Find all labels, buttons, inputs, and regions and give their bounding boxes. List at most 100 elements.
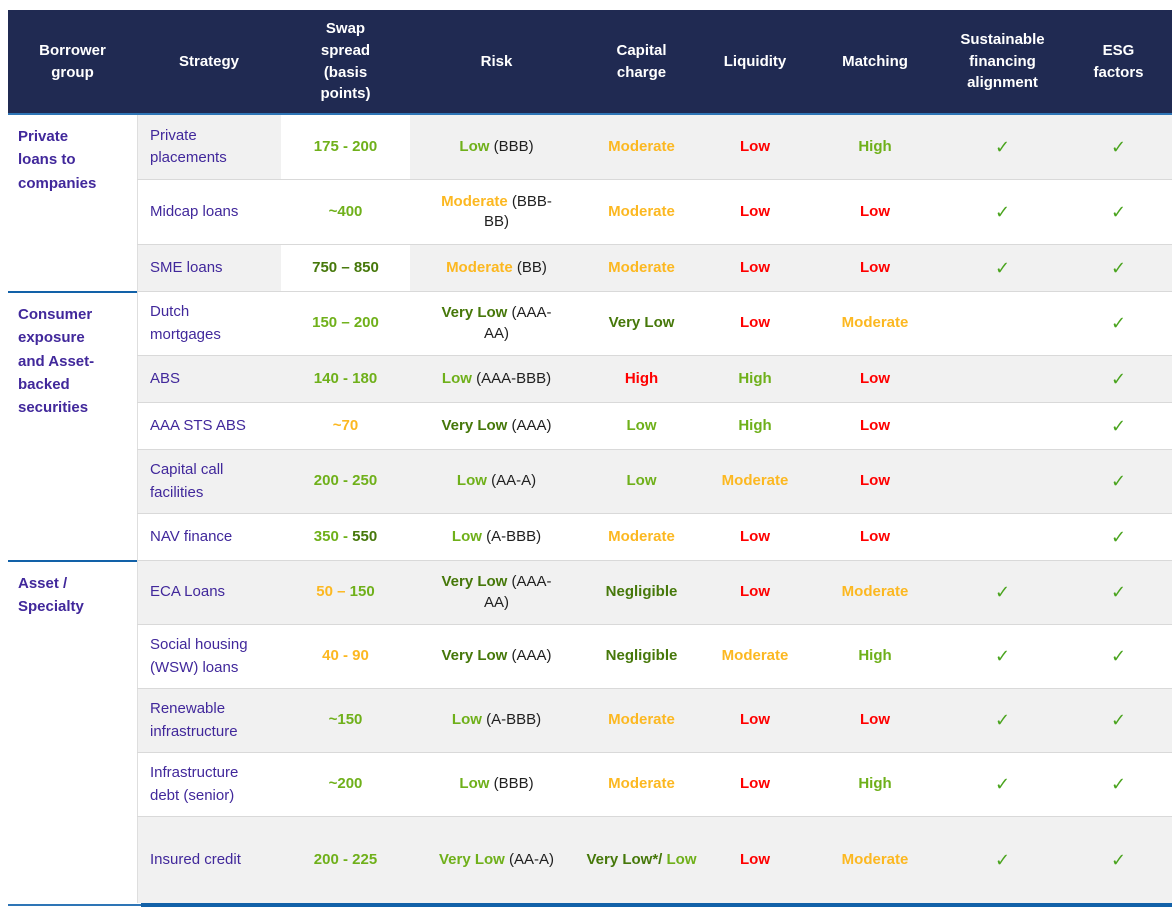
matching-cell: Low [810, 514, 940, 560]
table-row: ECA Loans 50 – 150 Very Low (AAA-AA) Neglig… [137, 561, 1172, 624]
table-row: Midcap loans ~400 Moderate (BBB-BB) Moderat… [137, 179, 1172, 244]
table-row: Private placements 175 - 200 Low (BBB) Mode… [137, 115, 1172, 179]
swap-spread-cell: 350 - 550 [281, 514, 410, 560]
borrower-group-label: Consumer exposure and Asset-backed secur… [8, 291, 137, 560]
table-row: AAA STS ABS ~70 Very Low (AAA) Low High Low ✓ [137, 402, 1172, 449]
strategy-cell: ABS [137, 356, 281, 402]
capital-charge-cell: Moderate [583, 180, 700, 244]
esg-check-cell: ✓ [1065, 356, 1172, 402]
capital-charge-cell: Very Low [583, 292, 700, 355]
check-icon: ✓ [994, 136, 1011, 157]
liquidity-cell: Low [700, 292, 810, 355]
liquidity-cell: Low [700, 514, 810, 560]
table-body: Private loans to companies Private placem… [8, 115, 1172, 903]
value-text: 550 [352, 527, 378, 545]
risk-cell: Low (A-BBB) [410, 514, 583, 560]
column-header-label: Sustainable financing alignment [960, 30, 1045, 92]
check-icon: ✓ [1110, 201, 1127, 222]
risk-text: Low (AAA-BBB) [430, 369, 563, 389]
value-text: ~400 [328, 202, 363, 220]
risk-cell: Low (BBB) [410, 115, 583, 179]
swap-spread-cell: 50 – 150 [281, 561, 410, 624]
esg-check-cell: ✓ [1065, 180, 1172, 244]
risk-text: Moderate (BBB-BB) [430, 192, 563, 233]
value-text: 750 – 850 [312, 258, 379, 276]
liquidity-cell: Low [700, 115, 810, 179]
value-text: Low [740, 258, 770, 276]
table-row: Insured credit 200 - 225 Very Low (AA-A) Ve… [137, 816, 1172, 903]
column-header-label: Risk [480, 52, 513, 70]
bottom-border [8, 903, 1172, 907]
matching-cell: Low [810, 356, 940, 402]
capital-charge-cell: Low [583, 450, 700, 513]
value-text: Moderate [608, 258, 675, 276]
swap-spread-cell: 150 – 200 [281, 292, 410, 355]
group-rows: Dutch mortgages 150 – 200 Very Low (AAA-AA… [137, 291, 1172, 560]
column-header: Matching [810, 10, 940, 113]
matching-cell: High [810, 115, 940, 179]
sustainable-check-cell: ✓ [940, 625, 1065, 688]
risk-cell: Very Low (AA-A) [410, 817, 583, 903]
value-text: (AAA-AA) [483, 304, 552, 342]
borrower-group-label: Private loans to companies [8, 115, 137, 291]
borrower-group-label: Asset / Specialty [8, 560, 137, 903]
value-text: Low [860, 258, 890, 276]
swap-spread-cell: ~150 [281, 689, 410, 752]
value-text: (AAA-BBB) [471, 369, 552, 387]
table-row: NAV finance 350 - 550 Low (A-BBB) Moderate L… [137, 513, 1172, 560]
strategy-label: Renewable infrastructure [150, 700, 238, 740]
swap-spread-cell: 40 - 90 [281, 625, 410, 688]
value-text: Moderate [441, 192, 508, 210]
sustainable-check-cell: ✓ [940, 689, 1065, 752]
table-row: Renewable infrastructure ~150 Low (A-BBB) M… [137, 688, 1172, 752]
value-text: Low [740, 137, 770, 155]
risk-text: Low (A-BBB) [430, 710, 563, 730]
check-icon: ✓ [994, 710, 1011, 731]
sustainable-check-cell: ✓ [940, 753, 1065, 816]
credit-strategies-table: Borrower group Strategy Swap spread (basis… [8, 10, 1172, 907]
value-text: 150 – 200 [312, 314, 379, 332]
value-text: Low [860, 711, 890, 729]
column-header: Liquidity [700, 10, 810, 113]
matching-cell: Low [810, 689, 940, 752]
matching-cell: High [810, 753, 940, 816]
value-text: Low [740, 583, 770, 601]
matching-cell: Low [810, 450, 940, 513]
liquidity-cell: Low [700, 245, 810, 291]
value-text: High [738, 369, 772, 387]
swap-spread-cell: ~200 [281, 753, 410, 816]
esg-check-cell: ✓ [1065, 561, 1172, 624]
strategy-label: Midcap loans [150, 202, 239, 220]
check-icon: ✓ [994, 849, 1011, 870]
value-text: 50 – [316, 583, 350, 601]
strategy-label: AAA STS ABS [150, 416, 246, 434]
value-text: Low [441, 369, 472, 387]
value-text: High [858, 775, 892, 793]
borrower-group-section: Private loans to companies Private placem… [8, 115, 1172, 291]
group-rows: ECA Loans 50 – 150 Very Low (AAA-AA) Neglig… [137, 560, 1172, 903]
esg-check-cell: ✓ [1065, 115, 1172, 179]
risk-cell: Low (AA-A) [410, 450, 583, 513]
table-row: Social housing (WSW) loans 40 - 90 Very Lo… [137, 624, 1172, 688]
table-row: SME loans 750 – 850 Moderate (BB) Moderate L… [137, 244, 1172, 291]
strategy-label: SME loans [150, 258, 223, 276]
value-text: (A-BBB) [481, 527, 542, 545]
sustainable-check-cell [940, 403, 1065, 449]
table-row: ABS 140 - 180 Low (AAA-BBB) High High Low ✓ [137, 355, 1172, 402]
check-icon: ✓ [1110, 774, 1127, 795]
risk-text: Very Low (AAA-AA) [430, 572, 563, 613]
strategy-label: Infrastructure debt (senior) [150, 764, 239, 804]
matching-cell: Low [810, 180, 940, 244]
sustainable-check-cell [940, 514, 1065, 560]
value-text: Low [451, 711, 482, 729]
bottom-border-right-segment [141, 903, 1172, 907]
column-header: Swap spread (basis points) [281, 10, 410, 113]
strategy-cell: Renewable infrastructure [137, 689, 281, 752]
value-text: Very Low [608, 314, 675, 332]
value-text: Moderate [608, 527, 675, 545]
value-text: Low [740, 850, 770, 868]
value-text: High [738, 416, 772, 434]
sustainable-check-cell: ✓ [940, 180, 1065, 244]
column-header: Sustainable financing alignment [940, 10, 1065, 113]
capital-charge-cell: High [583, 356, 700, 402]
